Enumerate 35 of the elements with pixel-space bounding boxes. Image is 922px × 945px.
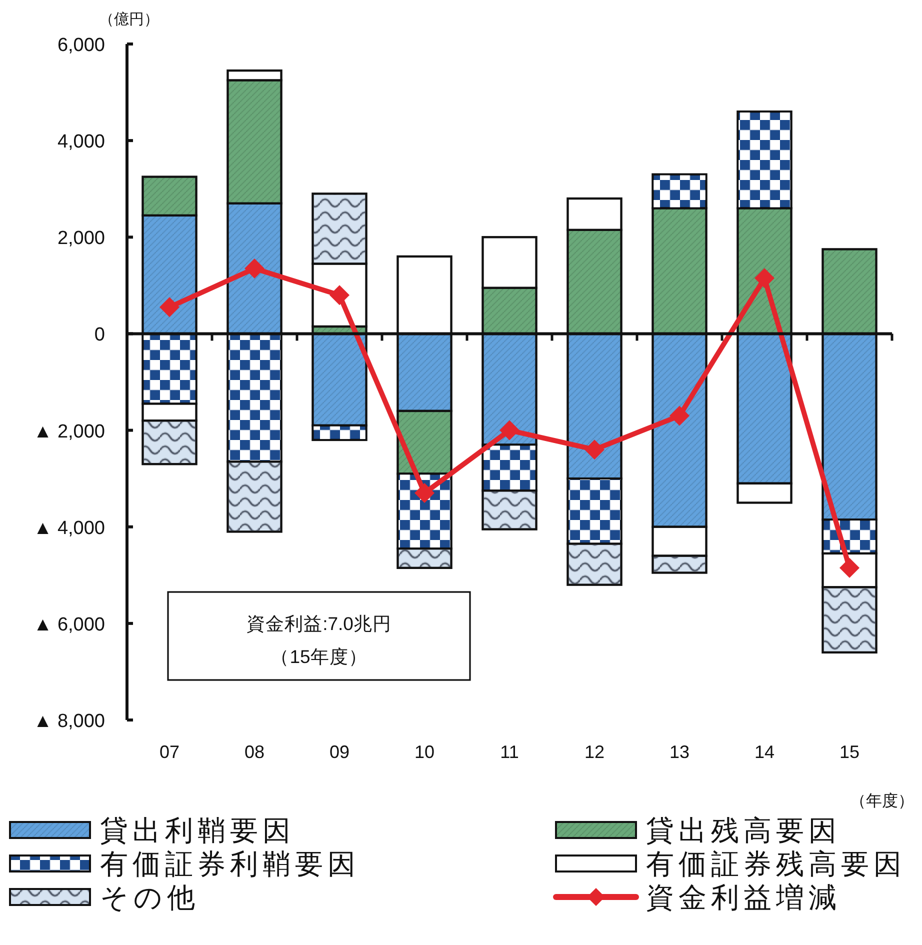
y-tick-label: ▲ 2,000	[33, 421, 105, 442]
x-tick-label: 12	[584, 742, 605, 762]
legend-label: 有価証券利鞘要因	[100, 848, 360, 880]
x-tick-label: 10	[414, 742, 435, 762]
x-tick-label: 09	[329, 742, 350, 762]
legend-label: 有価証券残高要因	[646, 848, 906, 880]
y-tick-label: ▲ 4,000	[33, 518, 105, 539]
legend-label: その他	[100, 882, 200, 913]
point	[500, 420, 520, 440]
y-axis-title: （億円）	[99, 11, 159, 28]
y-tick-label: ▲ 8,000	[33, 711, 105, 732]
point	[160, 297, 180, 318]
x-tick-label: 14	[754, 742, 775, 762]
annotation: 資金利益:7.0兆円	[246, 613, 392, 634]
y-tick-label: ▲ 6,000	[33, 614, 105, 636]
y-tick-label: 2,000	[57, 228, 105, 250]
y-tick-label: 6,000	[57, 35, 105, 56]
legend-label: 貸出残高要因	[646, 815, 841, 846]
point	[244, 258, 264, 279]
y-tick-label: 4,000	[57, 132, 105, 153]
x-tick-label: 11	[500, 742, 519, 762]
note: 資金利益:7.0兆円 （15年度）	[167, 591, 471, 681]
x-tick-label: 13	[669, 742, 690, 762]
point	[754, 268, 774, 288]
x-tick-label: 07	[159, 742, 180, 762]
annotation: （15年度）	[270, 646, 368, 667]
x-tick-label: 08	[244, 742, 265, 762]
point	[414, 483, 434, 504]
point	[584, 440, 604, 460]
legend-label: 資金利益増減	[646, 882, 841, 913]
x-axis-title: （年度）	[850, 792, 914, 810]
point	[670, 406, 690, 426]
legend-label: 貸出利鞘要因	[100, 815, 295, 846]
x-tick-label: 15	[839, 742, 860, 762]
y-tick-label: 0	[94, 324, 105, 346]
